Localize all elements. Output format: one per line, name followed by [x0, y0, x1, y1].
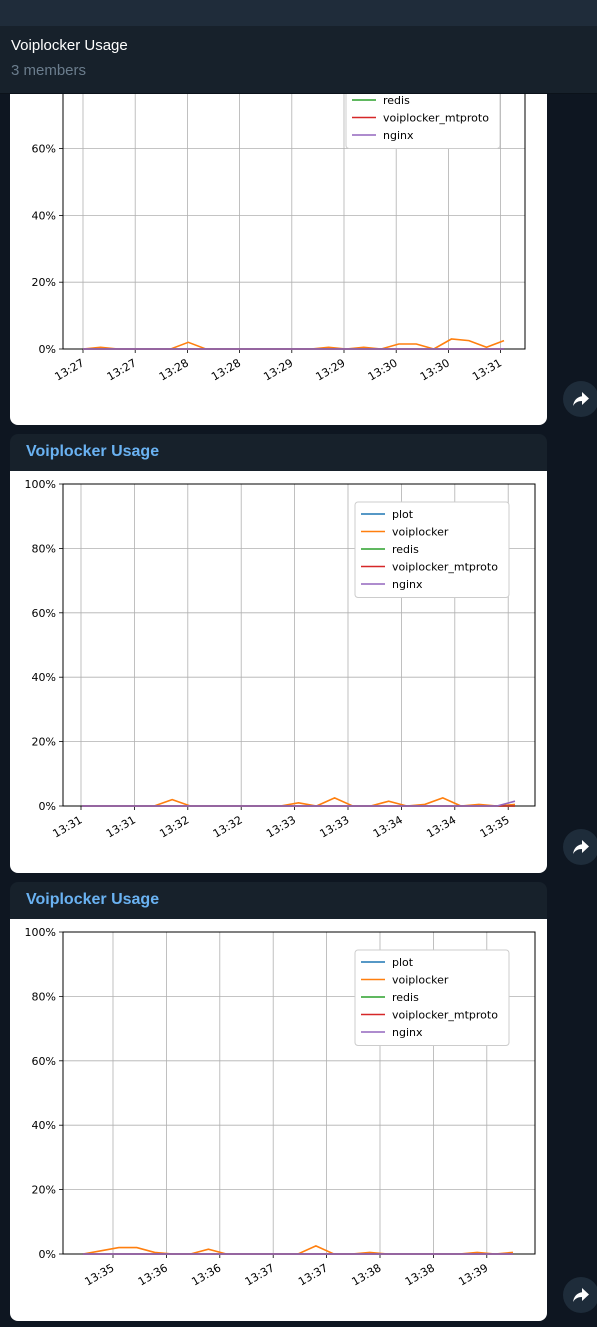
y-tick-label: 40% [32, 209, 56, 222]
usage-chart-2: 13:31 13:31 13:32 13:32 13:33 13:33 13:34 13:34… [25, 478, 536, 840]
legend-box [354, 949, 510, 1046]
x-tick-label: 13:32 [157, 813, 191, 840]
legend-label: plot [392, 508, 414, 521]
forward-button[interactable] [563, 381, 597, 417]
x-tick-label: 13:29 [261, 356, 295, 383]
y-tick-label: 0% [39, 1248, 56, 1261]
member-count: 3 members [11, 62, 87, 79]
forward-button[interactable] [563, 1277, 597, 1313]
window-top-bar [0, 0, 597, 26]
x-tick-label: 13:31 [470, 356, 504, 383]
x-tick-label: 13:38 [403, 1261, 437, 1288]
y-tick-label: 60% [32, 607, 56, 620]
x-tick-label: 13:32 [211, 813, 245, 840]
series-line-voiplocker [82, 797, 516, 807]
x-tick-label: 13:27 [105, 356, 139, 383]
legend-label: voiplocker_mtproto [392, 561, 498, 574]
series-line-nginx [82, 800, 516, 807]
x-tick-label: 13:38 [350, 1261, 384, 1288]
legend-label: plot [392, 956, 414, 969]
x-tick-label: 13:30 [418, 356, 452, 383]
legend-label: voiplocker_mtproto [383, 112, 489, 125]
x-tick-label: 13:35 [83, 1261, 117, 1288]
legend-label: voiplocker [392, 974, 449, 987]
x-tick-label: 13:29 [314, 356, 348, 383]
legend-label: redis [392, 543, 419, 556]
x-tick-label: 13:37 [296, 1261, 330, 1288]
x-tick-label: 13:28 [157, 356, 191, 383]
message-bubble[interactable]: Voiplocker Usage 13:31 13:31 13:32 13:32 13:… [10, 434, 547, 873]
usage-chart-3: 13:35 13:36 13:36 13:37 13:37 13:38 13:38 13:39… [25, 926, 536, 1288]
y-tick-label: 60% [32, 1055, 56, 1068]
chart-image[interactable]: 13:31 13:31 13:32 13:32 13:33 13:33 13:34 13:34… [10, 471, 547, 873]
legend-label: voiplocker_mtproto [392, 1009, 498, 1022]
x-tick-label: 13:35 [478, 813, 512, 840]
chart-image[interactable]: 13:35 13:36 13:36 13:37 13:37 13:38 13:38 13:39… [10, 919, 547, 1321]
x-tick-label: 13:31 [51, 813, 85, 840]
legend-label: voiplocker [392, 526, 449, 539]
legend-label: redis [392, 991, 419, 1004]
y-tick-label: 100% [25, 926, 56, 939]
legend-label: redis [383, 94, 410, 107]
x-tick-label: 13:34 [371, 813, 405, 840]
y-tick-label: 20% [32, 736, 56, 749]
x-tick-label: 13:28 [209, 356, 243, 383]
legend-box [354, 501, 510, 598]
chart-image[interactable]: 13:27 13:27 13:28 13:28 13:29 13:29 13:30 13:30… [10, 60, 547, 425]
y-tick-label: 20% [32, 1184, 56, 1197]
x-tick-label: 13:33 [264, 813, 298, 840]
share-arrow-icon [573, 392, 589, 406]
share-arrow-icon [573, 1288, 589, 1302]
sender-name[interactable]: Voiplocker Usage [26, 443, 160, 460]
x-tick-label: 13:27 [53, 356, 87, 383]
y-tick-label: 20% [32, 276, 56, 289]
y-tick-label: 0% [39, 343, 56, 356]
chat-header[interactable]: Voiplocker Usage 3 members [0, 26, 597, 93]
legend-label: nginx [392, 578, 423, 591]
y-tick-label: 80% [32, 990, 56, 1003]
usage-chart-1: 13:27 13:27 13:28 13:28 13:29 13:29 13:30 13:30… [32, 60, 526, 383]
legend-label: nginx [392, 1026, 423, 1039]
series-line-voiplocker [82, 1245, 514, 1255]
x-tick-label: 13:34 [424, 813, 458, 840]
y-tick-label: 80% [32, 542, 56, 555]
y-tick-label: 60% [32, 143, 56, 156]
series-line-voiplocker [82, 338, 505, 350]
message-bubble[interactable]: Voiplocker Usage 13:35 13:36 13:36 13:37 13:… [10, 882, 547, 1321]
y-tick-label: 40% [32, 1119, 56, 1132]
chat-title: Voiplocker Usage [11, 37, 128, 54]
x-tick-label: 13:30 [366, 356, 400, 383]
message-bubble[interactable]: 13:27 13:27 13:28 13:28 13:29 13:29 13:30 13:30… [10, 60, 547, 425]
x-tick-label: 13:33 [318, 813, 352, 840]
x-tick-label: 13:39 [456, 1261, 490, 1288]
share-arrow-icon [573, 840, 589, 854]
sender-name[interactable]: Voiplocker Usage [26, 891, 160, 908]
legend-label: nginx [383, 129, 414, 142]
x-tick-label: 13:31 [104, 813, 138, 840]
y-tick-label: 0% [39, 800, 56, 813]
y-tick-label: 100% [25, 478, 56, 491]
x-tick-label: 13:36 [189, 1261, 223, 1288]
x-tick-label: 13:37 [243, 1261, 277, 1288]
forward-button[interactable] [563, 829, 597, 865]
y-tick-label: 40% [32, 671, 56, 684]
x-tick-label: 13:36 [136, 1261, 170, 1288]
